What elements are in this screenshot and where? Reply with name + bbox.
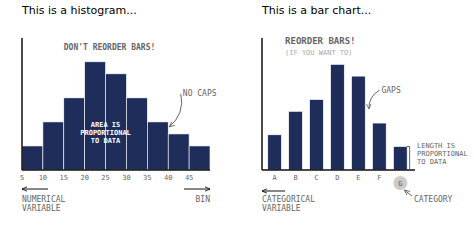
annotation: CATEGORY bbox=[414, 195, 453, 204]
axis-arrow bbox=[262, 191, 285, 192]
length-bracket bbox=[407, 147, 410, 169]
y-axis-line bbox=[21, 38, 23, 170]
text-line: TO DATA bbox=[417, 158, 447, 166]
category-highlight bbox=[393, 176, 407, 190]
text-line: AREA IS bbox=[91, 121, 121, 129]
annotation-arrow bbox=[369, 90, 380, 109]
x-tick-label: B bbox=[293, 174, 297, 182]
x-tick-label: 25 bbox=[101, 174, 109, 182]
text-line: TO DATA bbox=[91, 137, 121, 145]
x-axis-line bbox=[22, 169, 210, 171]
histogram-bar bbox=[189, 146, 210, 170]
bar bbox=[394, 147, 408, 170]
bar bbox=[268, 135, 282, 170]
x-tick-label: 15 bbox=[60, 174, 68, 182]
text-line: VARIABLE bbox=[262, 204, 301, 213]
annotation: (IF YOU WANT TO) bbox=[285, 49, 352, 57]
annotation-arrow bbox=[169, 94, 181, 127]
text-line: VARIABLE bbox=[22, 204, 61, 213]
x-tick-label: E bbox=[356, 174, 360, 182]
bar bbox=[352, 76, 366, 170]
chart-title: This is a bar chart... bbox=[261, 4, 371, 17]
x-tick-label: 30 bbox=[122, 174, 130, 182]
text-line: NO CAPS bbox=[183, 89, 217, 98]
x-tick-label: 40 bbox=[164, 174, 172, 182]
text-line: This is a histogram... bbox=[21, 4, 137, 17]
x-tick-label: 35 bbox=[143, 174, 151, 182]
x-axis-label: NUMERICALVARIABLE bbox=[22, 195, 66, 213]
annotation: GAPS bbox=[381, 86, 400, 95]
annotation: LENGTH ISPROPORTIONALTO DATA bbox=[417, 142, 468, 166]
x-tick-label: F bbox=[377, 174, 381, 182]
histogram-bar bbox=[147, 122, 168, 170]
histogram-bar bbox=[85, 62, 106, 170]
bars bbox=[22, 62, 210, 170]
bar bbox=[310, 100, 324, 170]
text-line: BIN bbox=[196, 195, 211, 204]
axis-arrow bbox=[22, 189, 48, 190]
bar bbox=[373, 123, 387, 170]
chart-title: This is a histogram... bbox=[21, 4, 137, 17]
annotation: REORDER BARS! bbox=[285, 36, 355, 46]
annotation: NO CAPS bbox=[183, 89, 217, 98]
x-tick-label: 10 bbox=[39, 174, 47, 182]
x-tick-label: G bbox=[398, 180, 402, 188]
histogram-bar bbox=[168, 134, 189, 170]
x-tick-label: A bbox=[272, 174, 277, 182]
y-axis-line bbox=[261, 38, 263, 170]
annotation-arrow bbox=[404, 190, 412, 196]
x-tick-label: 45 bbox=[185, 174, 193, 182]
x-axis-line bbox=[262, 169, 415, 171]
text-line: CATEGORY bbox=[414, 195, 453, 204]
annotation: AREA ISPROPORTIONALTO DATA bbox=[80, 121, 131, 145]
bar bbox=[331, 64, 345, 170]
x-axis-label: CATEGORICALVARIABLE bbox=[262, 195, 315, 213]
text-line: REORDER BARS! bbox=[285, 36, 355, 46]
x-tick-label: 5 bbox=[20, 174, 24, 182]
text-line: NUMERICAL bbox=[22, 195, 66, 204]
annotation: DON'T REORDER BARS! bbox=[64, 43, 156, 52]
text-line: (IF YOU WANT TO) bbox=[285, 49, 352, 57]
bars bbox=[268, 64, 407, 170]
text-line: DON'T REORDER BARS! bbox=[64, 43, 156, 52]
text-line: This is a bar chart... bbox=[261, 4, 371, 17]
histogram-bar bbox=[43, 122, 64, 170]
annotation: BIN bbox=[196, 195, 211, 204]
histogram-bar bbox=[22, 146, 43, 170]
text-line: CATEGORICAL bbox=[262, 195, 315, 204]
axis-arrow bbox=[184, 189, 210, 190]
x-tick-label: D bbox=[335, 174, 339, 182]
chart-canvas: This is a histogram... 5 10 15 20 25 30 35 40 45 N… bbox=[0, 0, 474, 229]
x-tick-label: C bbox=[314, 174, 318, 182]
bar bbox=[289, 111, 303, 170]
text-line: LENGTH IS bbox=[417, 142, 455, 150]
text-line: GAPS bbox=[381, 86, 400, 95]
text-line: PROPORTIONAL bbox=[80, 129, 131, 137]
x-tick-label: 20 bbox=[80, 174, 88, 182]
text-line: PROPORTIONAL bbox=[417, 150, 468, 158]
